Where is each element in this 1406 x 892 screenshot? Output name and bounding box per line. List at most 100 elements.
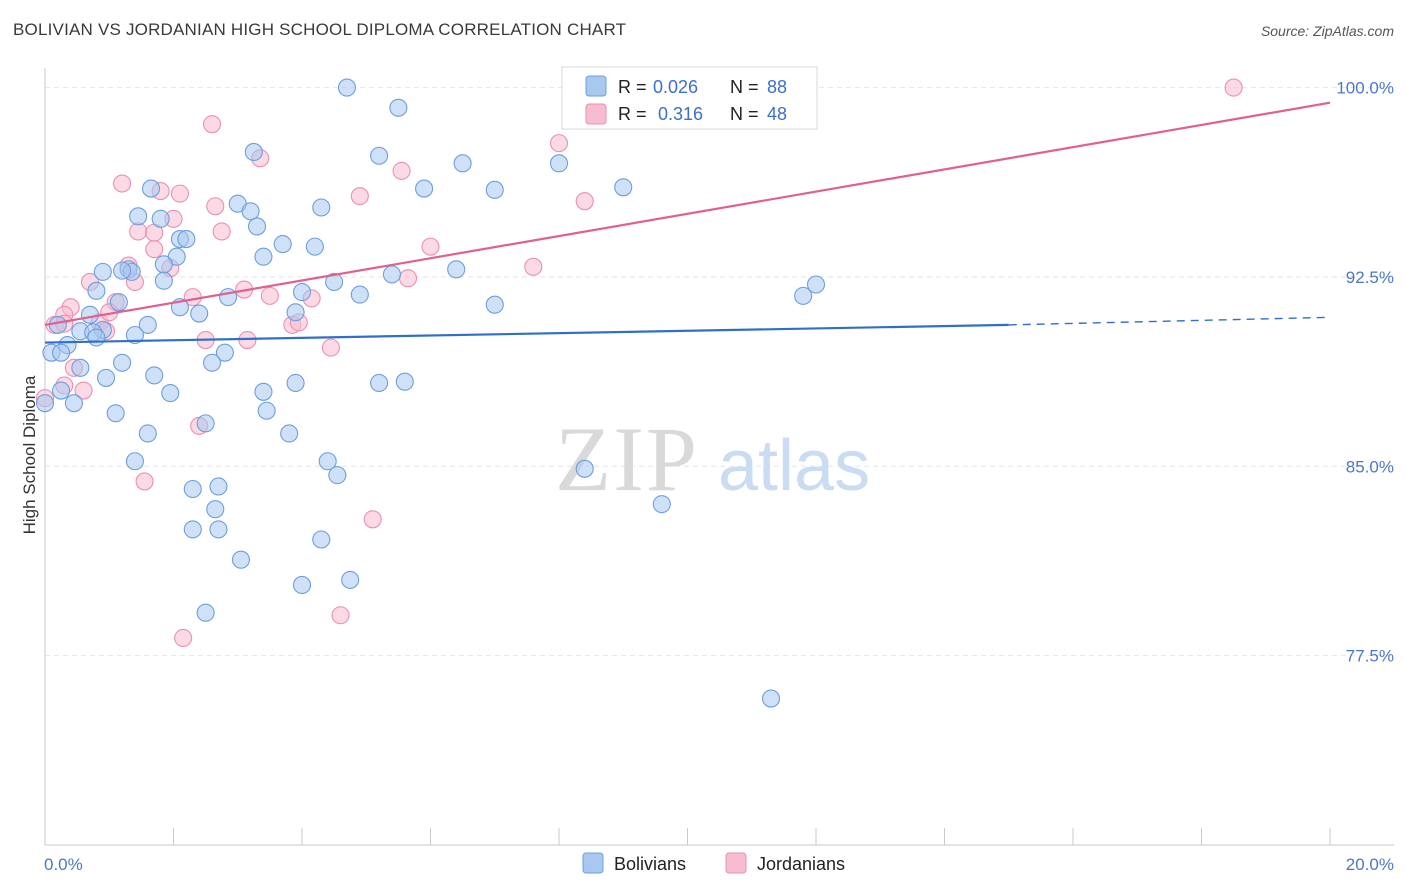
jordanian-point [129, 222, 148, 241]
jordanian-point [350, 187, 369, 206]
bolivian-point [254, 382, 273, 401]
bolivian-point [93, 262, 112, 281]
bolivian-point [48, 315, 67, 334]
bolivian-point [286, 373, 305, 393]
legend-n-label-bolivians: N = [730, 77, 759, 97]
legend-r-value-jordanians: 0.316 [658, 104, 703, 124]
bolivian-point [389, 98, 408, 117]
bolivian-point [109, 293, 128, 312]
jordanian-point [145, 240, 164, 259]
bolivian-point [273, 235, 292, 254]
y-tick-label: 85.0% [1346, 457, 1394, 476]
bolivians-trend-line [44, 323, 1009, 344]
jordanian-point [549, 134, 569, 153]
x-tick-label-min: 0.0% [44, 855, 83, 874]
bolivian-point [141, 179, 161, 198]
bolivian-point [196, 414, 215, 433]
bolivian-point [52, 343, 71, 362]
bolivian-point [337, 78, 357, 97]
bolivian-point [305, 237, 324, 256]
y-tick-label: 92.5% [1346, 268, 1394, 287]
jordanian-point [331, 606, 350, 625]
bolivian-point [241, 202, 260, 221]
jordanian-point [392, 161, 411, 180]
watermark-atlas: atlas [718, 426, 870, 506]
bolivian-point [64, 394, 83, 413]
legend-n-value-jordanians: 48 [767, 104, 787, 124]
bolivian-point [177, 230, 196, 249]
bolivian-point [292, 575, 312, 595]
bolivian-point [106, 404, 125, 423]
legend-r-label-bolivians: R = [618, 77, 647, 97]
points-bolivians [35, 78, 826, 708]
bolivian-point [87, 328, 106, 347]
bolivian-point [254, 247, 273, 266]
legend-n-label-jordanians: N = [730, 104, 759, 124]
bolivian-point [183, 520, 202, 539]
bolivian-point [125, 452, 144, 471]
bolivian-point [370, 146, 389, 165]
bolivian-point [382, 265, 402, 284]
bottom-legend-label-bolivians: Bolivians [614, 854, 686, 874]
bolivian-point [318, 452, 337, 471]
bolivian-point [209, 477, 228, 496]
trend-layer [44, 101, 1331, 344]
bolivian-point [370, 373, 389, 393]
bottom-legend-label-jordanians: Jordanians [757, 854, 845, 874]
bolivian-point [549, 154, 569, 173]
bolivian-point [190, 304, 209, 323]
bolivian-point [341, 570, 360, 589]
jordanian-point [113, 174, 132, 193]
jordanian-point [135, 472, 154, 491]
bolivian-point [209, 520, 228, 539]
bolivian-point [447, 260, 466, 279]
bolivian-point [485, 295, 504, 314]
bolivian-point [151, 209, 170, 228]
jordanian-point [174, 628, 193, 648]
bolivian-point [35, 394, 55, 413]
bolivian-point [87, 281, 106, 300]
bolivian-point [125, 325, 144, 345]
jordanian-point [421, 237, 440, 256]
bolivian-point [138, 315, 157, 334]
grid-layer: 100.0% 92.5% 85.0% 77.5% [45, 79, 1394, 666]
chart-title: BOLIVIAN VS JORDANIAN HIGH SCHOOL DIPLOM… [13, 20, 627, 39]
jordanian-point [170, 184, 189, 203]
legend-r-value-bolivians: 0.026 [653, 77, 698, 97]
bolivian-point [286, 303, 305, 322]
bolivian-point [328, 466, 347, 485]
bolivian-point [203, 353, 222, 372]
bolivian-point [794, 286, 813, 305]
bolivian-point [231, 550, 251, 569]
bolivian-point [145, 366, 164, 385]
bolivian-point [575, 459, 594, 478]
legend-n-value-bolivians: 88 [767, 77, 787, 97]
bolivians-trend-extension [1008, 316, 1331, 326]
y-tick-label: 77.5% [1346, 647, 1394, 666]
legend-swatch-bolivians [585, 75, 607, 97]
bolivian-point [325, 272, 344, 292]
jordanian-point [398, 269, 418, 288]
bolivian-point [652, 495, 671, 514]
watermark-zip: ZIP [555, 408, 699, 510]
x-tick-label-max: 20.0% [1346, 855, 1394, 874]
bolivian-point [280, 424, 299, 443]
jordanian-point [524, 257, 543, 276]
bolivian-point [71, 358, 90, 377]
bolivian-point [244, 142, 263, 162]
legend-swatch-jordanians [585, 103, 607, 125]
bolivian-point [52, 381, 71, 400]
bolivian-point [761, 689, 781, 708]
bolivian-point [215, 343, 234, 362]
bolivian-point [395, 372, 414, 391]
bolivian-point [257, 401, 276, 420]
jordanian-point [1224, 78, 1243, 97]
jordanian-point [363, 510, 382, 529]
bolivian-point [154, 255, 173, 274]
legend-r-label-jordanians: R = [618, 104, 647, 124]
jordanian-point [575, 192, 594, 211]
chart-source: Source: ZipAtlas.com [1260, 23, 1394, 39]
bottom-legend-swatch-jordanians [725, 852, 747, 874]
bolivian-point [206, 500, 225, 519]
